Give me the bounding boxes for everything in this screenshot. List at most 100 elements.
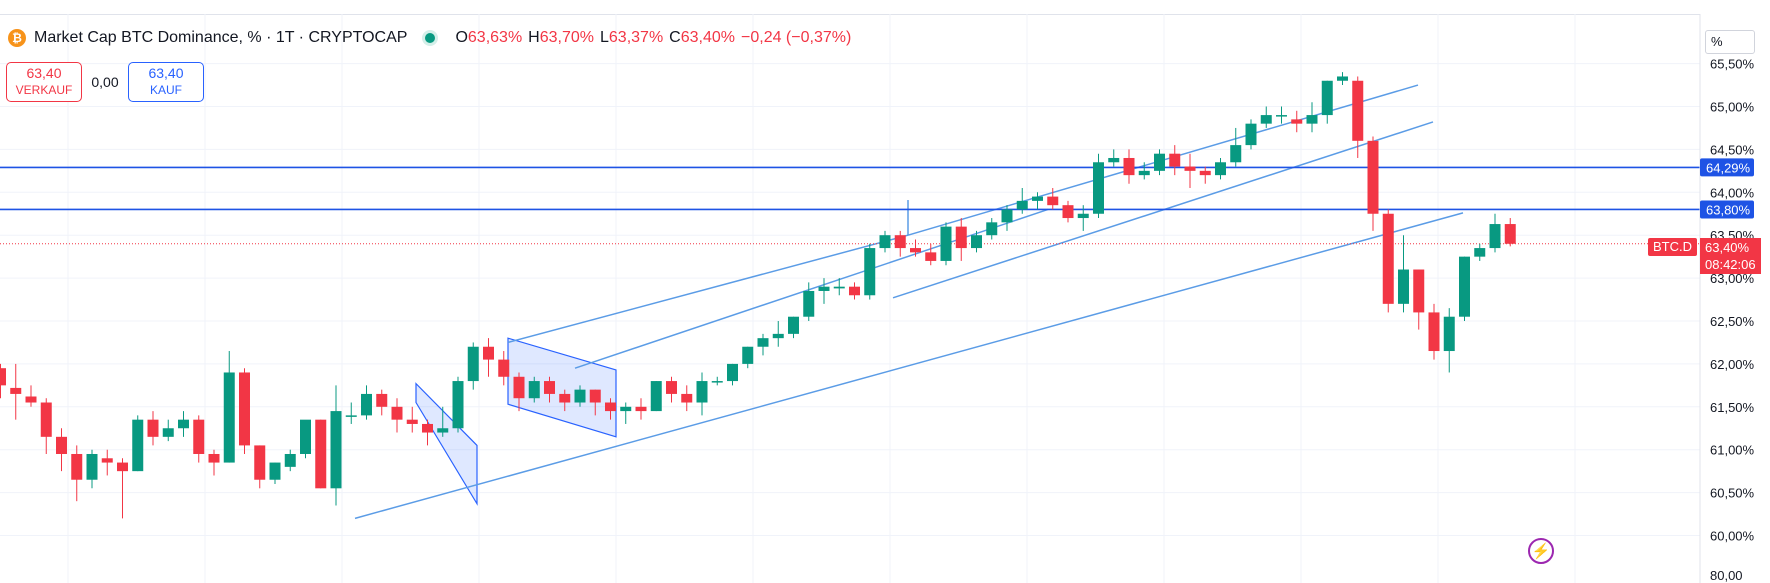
candle-body [223,372,235,463]
candle-body [1199,170,1211,176]
candle-body [1459,256,1470,317]
candle [1169,145,1181,176]
candle [178,411,189,437]
candle-body [391,406,403,420]
candle [742,346,754,369]
candle-body [1367,140,1379,214]
candle-body [1474,248,1486,257]
horizontal-levels[interactable] [0,166,1700,245]
candle [1154,149,1165,176]
candle-body [422,423,433,433]
candle-body [132,419,144,472]
candle-body [117,462,128,472]
current-price: 63,40% [1705,240,1750,255]
trend-drawings[interactable] [354,84,1464,520]
y-tick-label: 62,00% [1710,357,1755,372]
lightning-icon[interactable]: ⚡ [1528,538,1554,564]
candle-body [40,402,52,437]
candle [1489,213,1501,253]
candle-body [894,235,906,249]
candle [376,389,388,416]
candle-body [620,406,632,412]
channel-line-lower[interactable] [354,212,1464,520]
candle-body [1062,205,1074,219]
candle-body [940,226,952,261]
candle-body [10,387,22,394]
candle [894,230,906,257]
candle-body [345,415,357,417]
candle [101,449,113,476]
candle [955,218,967,261]
level-price-tag-1[interactable]: 63,80% [1700,200,1754,219]
candle-body [1230,145,1242,163]
candle [1077,205,1089,231]
level-price-tag-0[interactable]: 64,29% [1700,158,1754,177]
candle [559,389,571,412]
sell-button[interactable]: 63,40 VERKAUF [6,62,82,102]
symbol-title[interactable]: Market Cap BTC Dominance, % · 1T · CRYPT… [34,29,408,46]
candle [910,239,921,257]
y-axis-bottom-label: 80,00 [1710,568,1743,583]
bar-countdown: 08:42:06 [1705,257,1756,272]
candle-body [315,419,327,489]
open-label: O [455,29,468,46]
candle-body [239,372,250,446]
scale-unit-selector[interactable]: % [1705,30,1755,54]
candle [391,398,403,433]
candle-body [544,381,555,394]
candle [635,398,647,420]
candle-body [1352,80,1364,141]
candle [1276,106,1287,124]
candle-body [452,381,464,429]
candle-body [879,235,891,249]
channel-line-mid[interactable] [574,208,1049,369]
flag-pattern-1[interactable] [415,382,478,506]
candle-body [1032,196,1043,201]
candle-body [772,333,784,339]
candle [345,402,357,424]
candle-body [971,235,982,249]
candle [193,415,205,463]
candle-body [1154,153,1165,171]
candle-body [727,363,738,382]
candle [971,230,982,253]
low-value: 63,37% [608,29,664,46]
candle [498,351,510,386]
level-tag-bg [1700,200,1754,219]
candle [620,402,632,424]
candle-body [86,453,98,480]
candle [147,411,159,446]
candle [132,415,144,472]
candle [40,398,52,454]
channel-line-inner[interactable] [507,234,909,344]
candle [1062,200,1074,223]
candle-body [788,316,799,334]
candle-body [833,286,845,289]
candle [666,376,677,403]
candle [727,363,738,386]
y-tick-label: 60,50% [1710,486,1755,501]
candle [437,406,449,437]
candle-body [1504,224,1516,244]
candle [1474,243,1486,261]
candle-body [25,396,37,403]
candle-body [955,226,967,249]
candle-body [1489,224,1501,249]
candle-body [178,419,189,429]
candle [650,381,662,412]
candle-body [330,411,342,489]
candle-body [1337,76,1348,81]
candle [0,363,6,399]
price-axis[interactable]: 65,50%65,00%64,50%64,00%63,50%63,00%62,5… [1699,14,1770,583]
buy-button[interactable]: 63,40 KAUF [128,62,204,102]
candle-body [1215,162,1226,176]
candle [467,342,479,390]
candle [1245,119,1257,150]
candle-body [361,393,372,416]
candle-body [1413,269,1425,313]
candle-body [1443,316,1455,352]
candle-body [864,248,876,296]
candle-body [757,338,769,347]
candle [757,333,769,356]
